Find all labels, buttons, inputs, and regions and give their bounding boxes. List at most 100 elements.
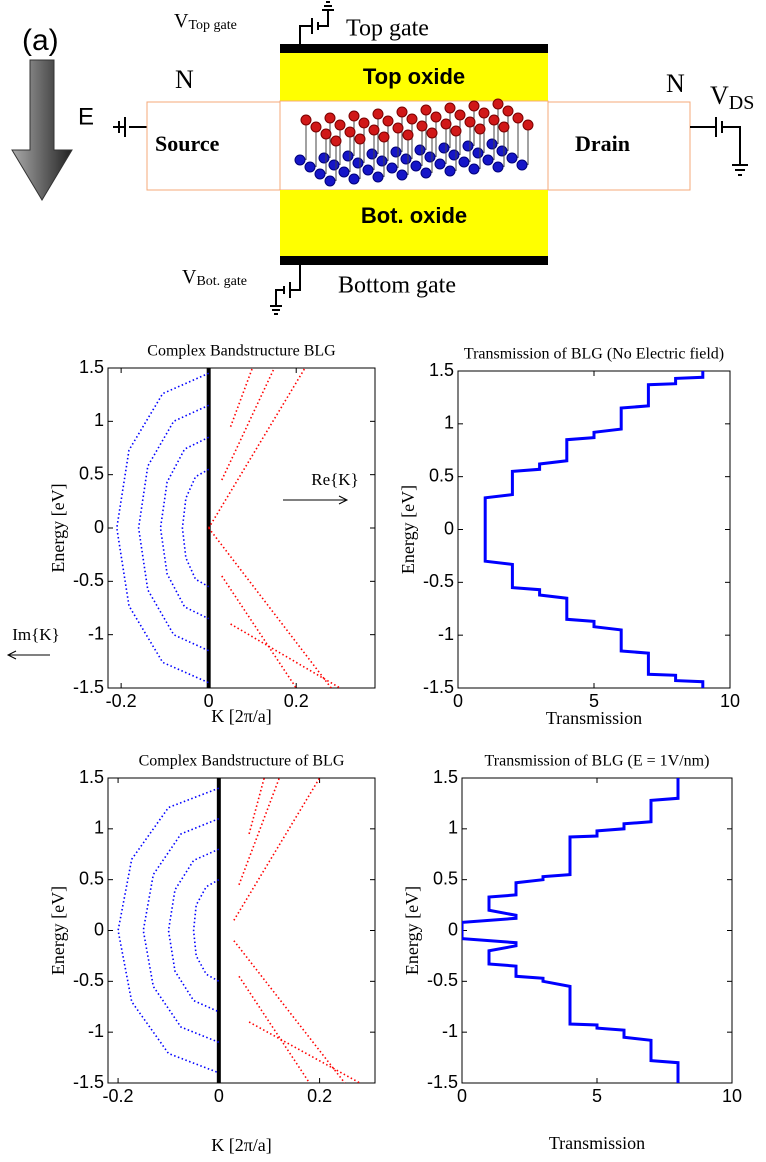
atom <box>468 100 480 112</box>
atom <box>390 146 402 158</box>
atom <box>522 119 534 131</box>
atom <box>372 108 384 120</box>
x-tick-label: 0 <box>453 691 463 711</box>
atom <box>344 126 356 138</box>
series-line <box>137 404 210 652</box>
voltage-subscript: Bot. gate <box>196 274 247 289</box>
bottom-gate-voltage: VBot. gate <box>182 266 247 290</box>
y-tick-label: -1.5 <box>73 1072 104 1092</box>
chart: Complex Bandstructure BLG K [2π/a] Energy … <box>6 343 376 726</box>
atom <box>478 107 490 119</box>
atom <box>320 128 332 140</box>
atom <box>516 159 528 171</box>
voltage-symbol: V <box>710 81 729 110</box>
y-tick-label: 0.5 <box>79 463 104 483</box>
chart: Transmission of BLG (No Electric field) T… <box>398 346 740 728</box>
voltage-subscript: Top gate <box>188 18 236 33</box>
x-tick-label: 0 <box>214 1086 224 1106</box>
drain-label: Drain <box>575 131 630 156</box>
annotation: Im{K} <box>12 625 59 644</box>
atom <box>314 168 326 180</box>
atom <box>506 152 518 164</box>
drain-source <box>690 117 748 176</box>
y-tick-label: -0.5 <box>73 570 104 590</box>
y-axis-label: Energy [eV] <box>398 485 418 574</box>
atom <box>392 122 404 134</box>
series-line <box>221 368 276 481</box>
chart: Transmission of BLG (E = 1V/nm) Transmiss… <box>402 753 742 1153</box>
annotation-arrow <box>283 495 349 505</box>
atom <box>324 175 336 187</box>
atom <box>492 98 504 110</box>
atom <box>402 129 414 141</box>
series-line <box>142 817 220 1044</box>
bottom-gate-bar <box>280 256 548 265</box>
series-line <box>221 575 297 688</box>
top-gate-source <box>299 1 334 44</box>
top-gate-voltage: VTop gate <box>174 10 237 34</box>
atom <box>334 119 346 131</box>
plot-frame <box>461 777 733 1084</box>
atom <box>434 158 446 170</box>
atom <box>438 142 450 154</box>
x-axis-label: K [2π/a] <box>211 1135 272 1155</box>
source-box <box>146 101 281 191</box>
y-axis-label: Energy [eV] <box>402 886 422 975</box>
atom <box>424 151 436 163</box>
atom <box>498 121 510 133</box>
series-line <box>192 879 220 982</box>
x-tick-label: 0 <box>457 1086 467 1106</box>
x-tick-label: 10 <box>722 1086 742 1106</box>
atom <box>294 154 306 166</box>
atom <box>372 171 384 183</box>
series-line <box>230 623 341 688</box>
atom <box>342 150 354 162</box>
atom <box>462 140 474 152</box>
atom <box>468 163 480 175</box>
atom <box>512 112 524 124</box>
x-axis-label: Transmission <box>549 1133 645 1153</box>
chart-title: Complex Bandstructure BLG <box>147 343 336 360</box>
atom <box>492 161 504 173</box>
bottom-gate-source <box>270 265 301 315</box>
x-tick-label: 0.2 <box>284 691 309 711</box>
field-arrow <box>11 59 73 201</box>
y-tick-label: 1 <box>94 410 104 430</box>
x-tick-label: 0 <box>204 691 214 711</box>
plot-frame <box>107 777 376 1084</box>
voltage-symbol: V <box>174 10 189 32</box>
series-line <box>483 371 705 688</box>
atom <box>318 152 330 164</box>
y-tick-label: 0 <box>94 919 104 939</box>
x-tick-label: 10 <box>720 691 740 711</box>
atom <box>396 106 408 118</box>
field-label: E <box>78 103 94 130</box>
atom <box>502 105 514 117</box>
atom <box>368 124 380 136</box>
y-tick-label: -0.5 <box>73 970 104 990</box>
atom <box>430 111 442 123</box>
series-line <box>238 778 281 886</box>
y-tick-label: 0 <box>94 517 104 537</box>
atom <box>310 121 322 133</box>
x-tick-label: 5 <box>589 691 599 711</box>
drain-voltage: VDS <box>710 81 754 114</box>
plot-frame <box>107 367 376 689</box>
source-label: Source <box>155 131 220 156</box>
voltage-symbol: V <box>182 266 197 288</box>
atom <box>396 169 408 181</box>
plot-frame <box>457 370 731 689</box>
atom <box>426 127 438 139</box>
ground-symbol <box>113 117 147 137</box>
y-tick-label: 0.5 <box>79 868 104 888</box>
y-tick-label: -1.5 <box>427 1072 458 1092</box>
series-line <box>181 468 210 588</box>
y-tick-label: 1 <box>94 818 104 838</box>
atom <box>400 153 412 165</box>
bottom-oxide-label: Bot. oxide <box>361 203 467 228</box>
top-gate-bar <box>280 44 548 53</box>
y-tick-label: 0.5 <box>433 868 458 888</box>
y-tick-label: 1.5 <box>79 767 104 787</box>
atom <box>348 173 360 185</box>
series-line <box>208 368 306 529</box>
